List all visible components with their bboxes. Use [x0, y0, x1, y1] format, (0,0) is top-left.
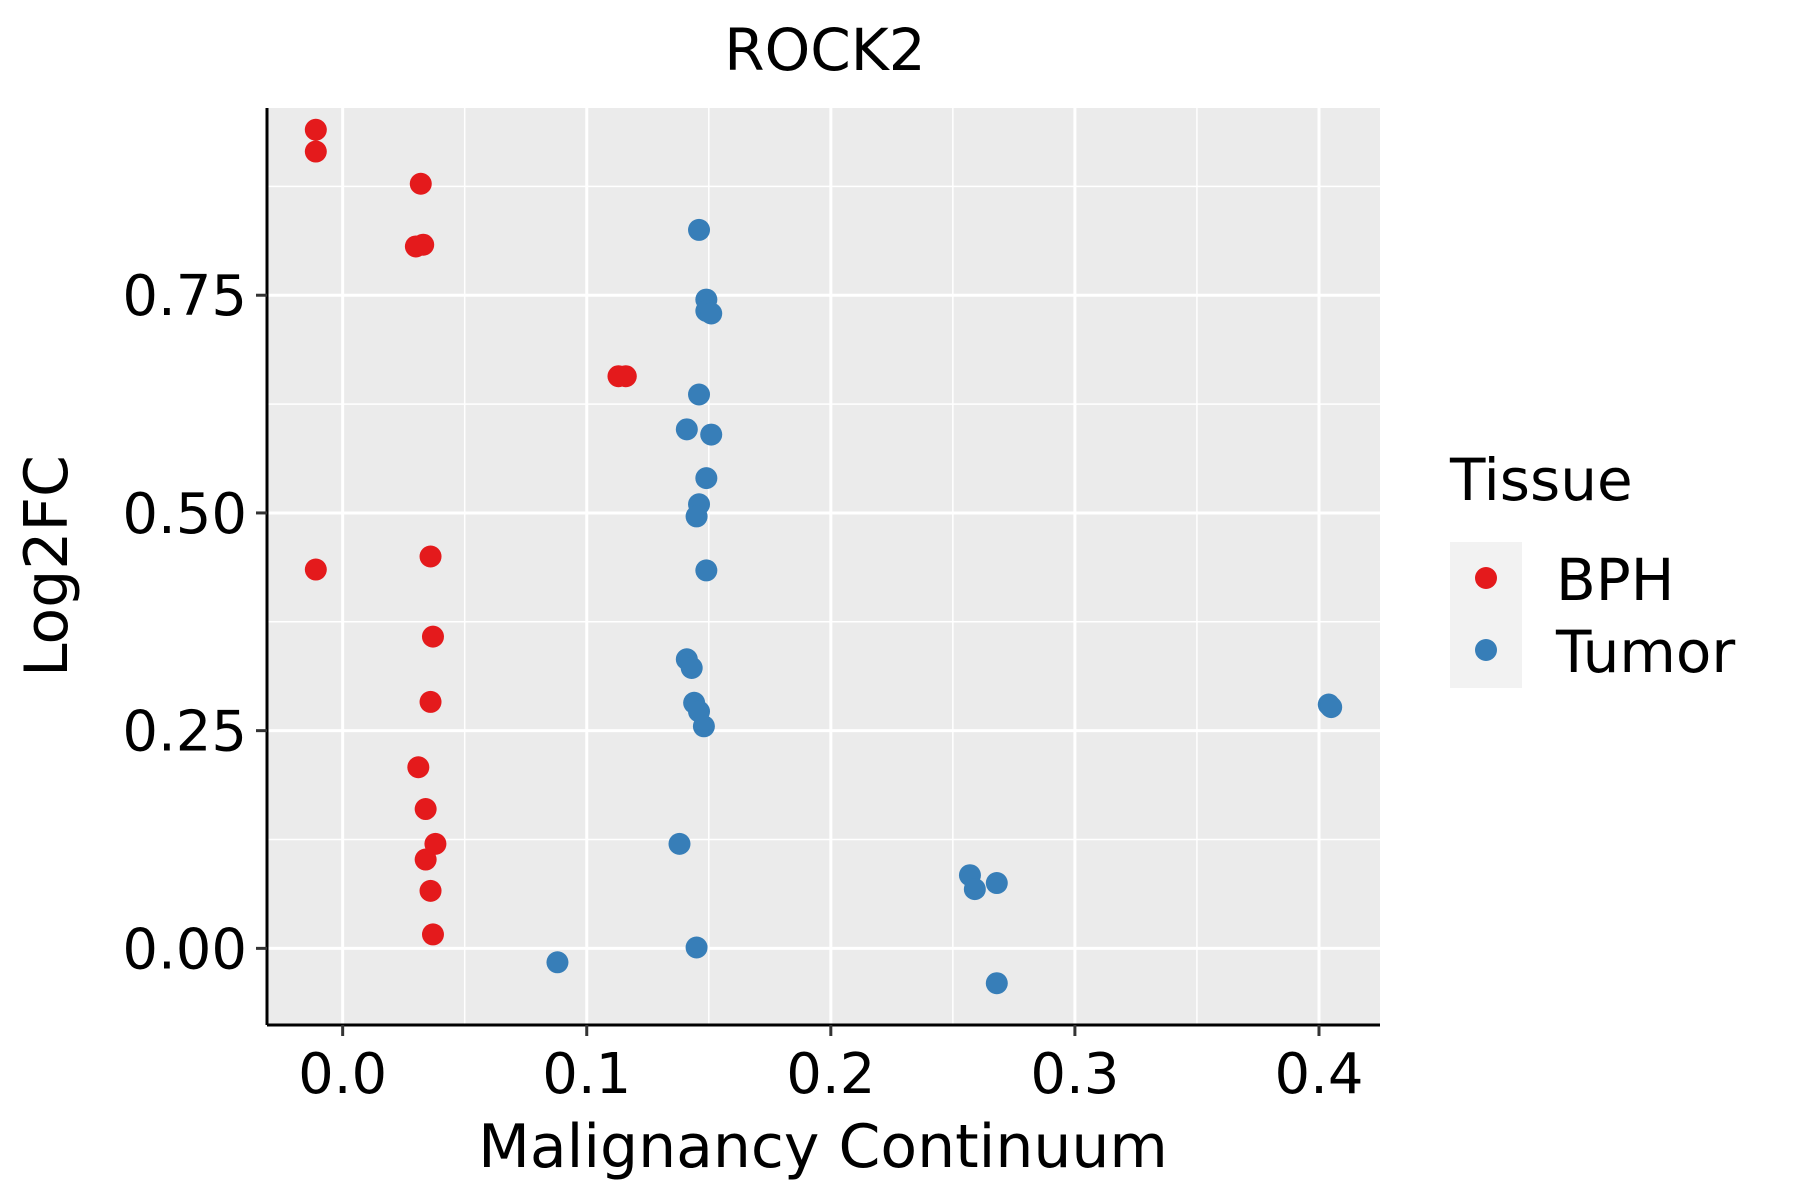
- point-bph: [419, 879, 442, 902]
- y-axis-title: Log2FC: [12, 455, 82, 677]
- point-tumor: [675, 418, 698, 441]
- point-bph: [304, 140, 327, 163]
- legend-marker-tumor: [1475, 639, 1497, 661]
- point-tumor: [546, 951, 569, 974]
- point-tumor: [680, 656, 703, 679]
- point-bph: [414, 798, 437, 821]
- x-axis-ticks: 0.0 0.1 0.2 0.3 0.4: [298, 1025, 1364, 1107]
- point-tumor: [668, 832, 691, 855]
- x-axis-title: Malignancy Continuum: [478, 1112, 1168, 1182]
- y-tick-label: 0.00: [122, 917, 247, 982]
- point-bph: [304, 558, 327, 581]
- x-tick-label: 0.1: [542, 1042, 631, 1107]
- legend-marker-bph: [1475, 567, 1497, 589]
- point-bph: [409, 172, 432, 195]
- point-tumor: [688, 218, 711, 241]
- point-bph: [614, 365, 637, 388]
- series-tumor: [546, 218, 1343, 995]
- point-tumor: [695, 467, 718, 490]
- y-axis-ticks: 0.00 0.25 0.50 0.75: [122, 264, 267, 982]
- point-bph: [421, 625, 444, 648]
- point-bph: [419, 545, 442, 568]
- point-tumor: [685, 936, 708, 959]
- point-tumor: [1320, 696, 1343, 719]
- point-tumor: [963, 878, 986, 901]
- x-tick-label: 0.4: [1274, 1042, 1363, 1107]
- point-bph: [414, 848, 437, 871]
- point-bph: [419, 690, 442, 713]
- legend-label-tumor: Tumor: [1555, 618, 1735, 686]
- chart-title: ROCK2: [724, 16, 925, 84]
- x-tick-label: 0.2: [786, 1042, 875, 1107]
- legend-key-background: [1450, 542, 1522, 688]
- plot-panel: [267, 108, 1380, 1025]
- point-tumor: [695, 559, 718, 582]
- data-points: [304, 118, 1343, 995]
- point-bph: [407, 756, 430, 779]
- point-tumor: [688, 383, 711, 406]
- point-tumor: [685, 505, 708, 528]
- point-bph: [424, 832, 447, 855]
- legend: Tissue BPH Tumor: [1449, 446, 1735, 688]
- series-bph: [304, 118, 637, 946]
- legend-title: Tissue: [1449, 446, 1633, 514]
- point-tumor: [985, 972, 1008, 995]
- point-tumor: [692, 715, 715, 738]
- point-tumor: [985, 872, 1008, 895]
- legend-label-bph: BPH: [1556, 546, 1674, 614]
- y-tick-label: 0.75: [122, 264, 247, 329]
- point-bph: [421, 923, 444, 946]
- point-tumor: [700, 423, 723, 446]
- x-tick-label: 0.3: [1030, 1042, 1119, 1107]
- point-bph: [304, 118, 327, 141]
- x-tick-label: 0.0: [298, 1042, 387, 1107]
- y-tick-label: 0.50: [122, 482, 247, 547]
- y-tick-label: 0.25: [122, 700, 247, 765]
- grid-lines: [267, 108, 1380, 1025]
- point-tumor: [700, 302, 723, 325]
- point-bph: [412, 233, 435, 256]
